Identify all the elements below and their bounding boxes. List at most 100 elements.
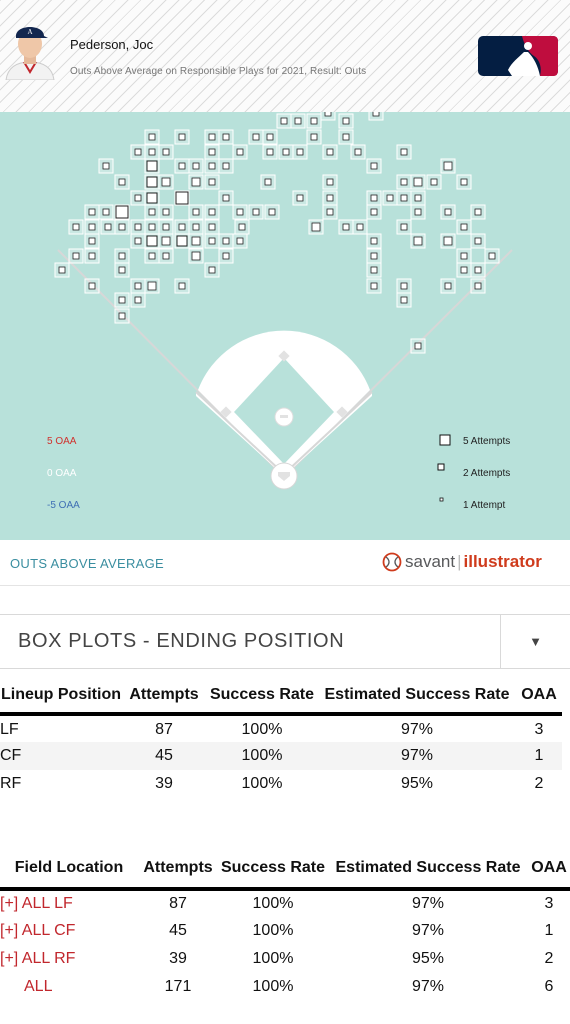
- play-marker: [176, 235, 188, 247]
- savant-baseball-icon: [382, 552, 402, 572]
- col-header-attempts[interactable]: Attempts: [143, 859, 213, 876]
- home-plate: [278, 472, 290, 481]
- col-header-attempts[interactable]: Attempts: [129, 686, 199, 703]
- play-marker: [474, 237, 482, 245]
- play-marker: [474, 282, 482, 290]
- col-header-success-rate[interactable]: Success Rate: [220, 859, 326, 876]
- cell-estimated-success-rate: 97%: [411, 895, 445, 912]
- second-base: [278, 350, 290, 362]
- play-marker: [134, 296, 142, 304]
- field-location-link[interactable]: ALL RF: [21, 950, 76, 967]
- legend-oaa-zero: 0 OAA: [47, 468, 77, 479]
- expand-toggle[interactable]: [+]: [0, 922, 19, 939]
- view-select-toggle[interactable]: ▼: [500, 615, 570, 668]
- col-header-estimated-success-rate[interactable]: Estimated Success Rate: [335, 859, 521, 876]
- play-marker: [88, 208, 96, 216]
- field-location-link[interactable]: ALL LF: [21, 895, 73, 912]
- play-marker: [252, 208, 260, 216]
- play-marker: [162, 223, 170, 231]
- field-location-table: Field Location Attempts Success Rate Est…: [0, 857, 570, 1001]
- play-marker: [342, 223, 350, 231]
- play-marker: [326, 148, 334, 156]
- cell-attempts: 45: [169, 922, 187, 939]
- play-marker: [104, 223, 112, 231]
- cell-position: RF: [0, 775, 22, 792]
- col-header-field-location[interactable]: Field Location: [14, 859, 124, 876]
- play-marker: [118, 296, 126, 304]
- play-marker: [72, 252, 80, 260]
- table-row: RF 39 100% 95% 2: [0, 770, 562, 798]
- cell-estimated-success-rate: 97%: [411, 978, 445, 995]
- play-marker: [192, 223, 200, 231]
- play-marker: [222, 237, 230, 245]
- play-marker: [208, 223, 216, 231]
- play-marker: [400, 194, 408, 202]
- play-marker: [222, 162, 230, 170]
- play-marker: [102, 162, 110, 170]
- col-header-oaa[interactable]: OAA: [531, 859, 567, 876]
- play-marker: [208, 133, 216, 141]
- play-marker: [370, 208, 378, 216]
- col-header-oaa[interactable]: OAA: [521, 686, 557, 703]
- play-marker: [326, 178, 334, 186]
- expand-toggle[interactable]: [+]: [0, 950, 19, 967]
- play-marker: [146, 176, 158, 188]
- play-marker: [294, 117, 302, 125]
- caret-down-icon: ▼: [529, 634, 542, 649]
- play-marker: [208, 266, 216, 274]
- play-marker: [266, 148, 274, 156]
- play-marker: [310, 133, 318, 141]
- play-marker: [266, 133, 274, 141]
- play-marker: [236, 148, 244, 156]
- field-chart: 5 OAA 0 OAA -5 OAA 5 Attempts 2 Attempts…: [0, 112, 570, 540]
- play-marker: [430, 178, 438, 186]
- play-marker: [236, 237, 244, 245]
- player-header: A Pederson, Joc Outs Above Average on Re…: [0, 0, 570, 112]
- play-marker: [148, 148, 156, 156]
- mlb-logo-icon: [478, 36, 558, 76]
- field-location-link[interactable]: ALL: [24, 978, 53, 995]
- play-marker: [134, 223, 142, 231]
- col-header-lineup-position[interactable]: Lineup Position: [1, 686, 121, 703]
- savant-illustrator-logo[interactable]: savant | illustrator: [382, 550, 542, 574]
- cell-field-location: [+] ALL CF: [0, 917, 138, 945]
- legend-2-attempts: 2 Attempts: [463, 468, 511, 479]
- play-marker: [443, 161, 453, 171]
- cell-success-rate: 100%: [252, 895, 294, 912]
- play-marker: [178, 162, 186, 170]
- view-select[interactable]: BOX PLOTS - ENDING POSITION ▼: [0, 614, 570, 669]
- section-label: OUTS ABOVE AVERAGE: [10, 556, 164, 571]
- play-marker: [443, 236, 453, 246]
- play-marker: [88, 252, 96, 260]
- play-marker: [147, 281, 157, 291]
- savant-text: savant: [405, 552, 456, 571]
- play-marker: [191, 236, 201, 246]
- play-marker: [134, 237, 142, 245]
- cell-attempts: 87: [169, 895, 187, 912]
- play-marker: [192, 208, 200, 216]
- cell-estimated-success-rate: 97%: [400, 721, 434, 738]
- branding-row: OUTS ABOVE AVERAGE savant | illustrator: [0, 540, 570, 586]
- play-marker: [72, 223, 80, 231]
- play-marker: [342, 117, 350, 125]
- play-marker: [178, 223, 186, 231]
- cell-field-location: [+] ALL RF: [0, 945, 138, 973]
- play-marker: [460, 223, 468, 231]
- play-marker: [236, 208, 244, 216]
- play-marker: [474, 208, 482, 216]
- cell-oaa: 2: [544, 950, 554, 967]
- play-marker: [444, 282, 452, 290]
- play-marker: [192, 162, 200, 170]
- col-header-success-rate[interactable]: Success Rate: [209, 686, 315, 703]
- col-header-estimated-success-rate[interactable]: Estimated Success Rate: [324, 686, 510, 703]
- table-header-row: Lineup Position Attempts Success Rate Es…: [0, 684, 562, 714]
- third-base: [220, 406, 232, 418]
- table-row: CF 45 100% 97% 1: [0, 742, 562, 770]
- expand-toggle[interactable]: [+]: [0, 895, 19, 912]
- play-marker: [118, 312, 126, 320]
- legend-oaa-high: 5 OAA: [47, 436, 77, 447]
- play-marker: [460, 266, 468, 274]
- field-location-link[interactable]: ALL CF: [21, 922, 76, 939]
- play-marker: [161, 177, 171, 187]
- play-marker: [268, 208, 276, 216]
